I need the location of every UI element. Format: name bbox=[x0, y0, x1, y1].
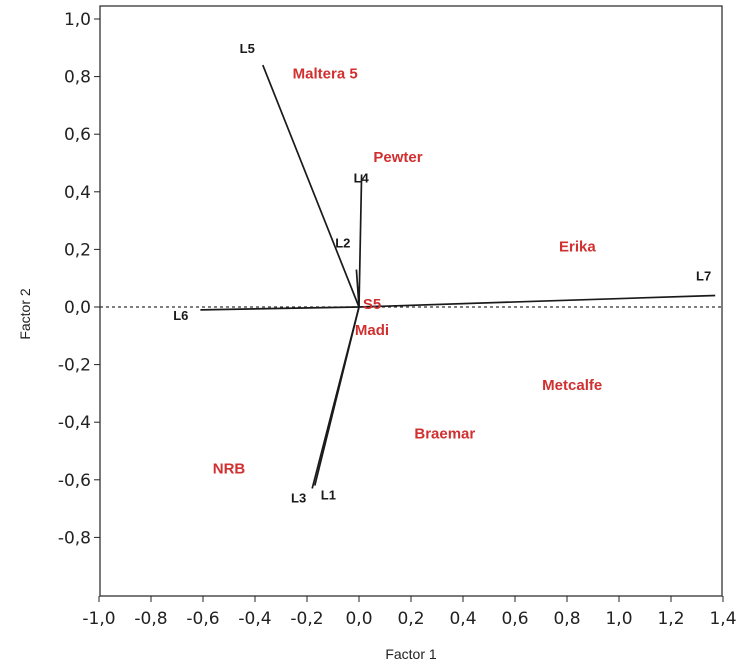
loading-vector-labels: L1 L2 L3 L4 L5 L6 L7 bbox=[173, 41, 711, 505]
x-tick-label: 0,6 bbox=[501, 609, 528, 629]
point-label-s5: S5 bbox=[363, 296, 381, 313]
point-label-metcalfe: Metcalfe bbox=[542, 377, 602, 394]
y-tick-label: 0,4 bbox=[64, 183, 91, 203]
y-tick-label: -0,8 bbox=[58, 528, 91, 548]
vector-label-l6: L6 bbox=[173, 308, 188, 323]
y-tick-label: -0,6 bbox=[58, 471, 91, 491]
point-label-nrb: NRB bbox=[213, 460, 246, 477]
vector-l5 bbox=[262, 64, 360, 308]
x-axis: -1,0 -0,8 -0,6 -0,4 -0,2 0,0 0,2 0,4 0,6 0,8 1,0 1,… bbox=[82, 596, 737, 629]
y-axis-title: Factor 2 bbox=[17, 288, 33, 340]
vector-l6 bbox=[200, 306, 360, 311]
y-tick-label: 0,8 bbox=[64, 68, 91, 88]
plot-area bbox=[99, 5, 723, 597]
x-tick-label: -0,2 bbox=[290, 609, 323, 629]
vector-label-l2: L2 bbox=[335, 236, 350, 251]
plot-border bbox=[99, 5, 723, 597]
x-tick-label: -0,6 bbox=[186, 609, 219, 629]
y-tick-label: -0,2 bbox=[58, 356, 91, 376]
x-tick-label: 0,8 bbox=[553, 609, 580, 629]
point-label-erika: Erika bbox=[559, 239, 596, 256]
x-tick-label: 1,0 bbox=[605, 609, 632, 629]
point-label-madi: Madi bbox=[355, 322, 389, 339]
x-axis-title: Factor 1 bbox=[385, 646, 437, 662]
score-point-labels: Maltera 5 Pewter Erika S5 Madi Metcalfe Braema… bbox=[213, 66, 602, 478]
vector-label-l5: L5 bbox=[240, 41, 255, 56]
point-label-braemar: Braemar bbox=[414, 426, 475, 443]
x-tick-label: 1,2 bbox=[657, 609, 684, 629]
vector-label-l1: L1 bbox=[321, 488, 336, 503]
y-tick-label: 0,0 bbox=[64, 298, 91, 318]
vector-l4 bbox=[358, 174, 363, 308]
vector-label-l3: L3 bbox=[291, 490, 306, 505]
y-axis: 1,0 0,8 0,6 0,4 0,2 0,0 -0,2 -0,4 -0,6 -0,8 bbox=[58, 10, 100, 548]
x-tick-label: 1,4 bbox=[709, 609, 736, 629]
vector-l3 bbox=[311, 306, 360, 489]
point-label-maltera-5: Maltera 5 bbox=[293, 66, 358, 83]
y-tick-label: 0,6 bbox=[64, 125, 91, 145]
x-tick-label: 0,2 bbox=[397, 609, 424, 629]
y-tick-label: -0,4 bbox=[58, 413, 91, 433]
x-tick-label: 0,0 bbox=[345, 609, 372, 629]
vector-l7 bbox=[358, 294, 716, 308]
x-tick-label: -0,8 bbox=[134, 609, 167, 629]
y-tick-label: 1,0 bbox=[64, 10, 91, 30]
vector-label-l7: L7 bbox=[696, 268, 711, 283]
point-label-pewter: Pewter bbox=[373, 149, 422, 166]
x-tick-label: 0,4 bbox=[449, 609, 476, 629]
x-tick-label: -0,4 bbox=[238, 609, 271, 629]
loading-vectors bbox=[200, 64, 716, 489]
y-tick-label: 0,2 bbox=[64, 240, 91, 260]
vector-label-l4: L4 bbox=[354, 171, 370, 186]
x-tick-label: -1,0 bbox=[82, 609, 115, 629]
